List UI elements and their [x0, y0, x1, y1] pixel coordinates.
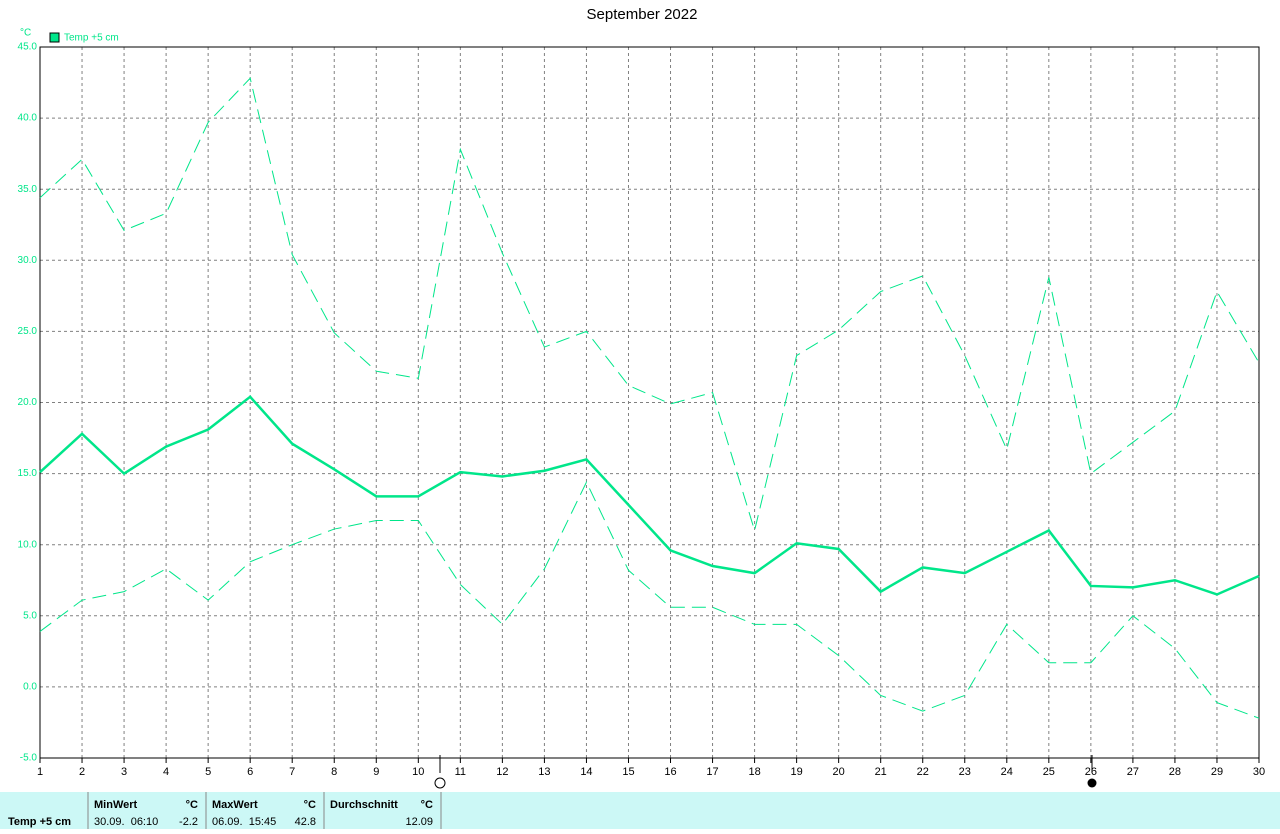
column-time: 30.09. 06:10 — [94, 816, 158, 828]
x-tick-label: 5 — [205, 766, 211, 778]
x-tick-label: 17 — [706, 766, 718, 778]
plot-frame — [39, 46, 1260, 759]
column-header: MinWert — [94, 799, 138, 811]
range-line — [39, 77, 1260, 533]
y-tick-label: 30.0 — [18, 255, 38, 266]
x-tick-label: 3 — [121, 766, 127, 778]
column-unit: °C — [186, 799, 198, 811]
x-tick-label: 1 — [37, 766, 43, 778]
x-tick-label: 27 — [1127, 766, 1139, 778]
x-tick-label: 2 — [79, 766, 85, 778]
x-tick-label: 13 — [538, 766, 550, 778]
x-tick-label: 12 — [496, 766, 508, 778]
x-tick-label: 26 — [1085, 766, 1097, 778]
y-tick-label: 45.0 — [18, 42, 38, 53]
x-tick-label: 14 — [580, 766, 592, 778]
column-time: 06.09. 15:45 — [212, 816, 276, 828]
x-tick-label: 24 — [1001, 766, 1013, 778]
x-tick-label: 25 — [1043, 766, 1055, 778]
x-tick-label: 11 — [455, 766, 466, 778]
legend-label: Temp +5 cm — [64, 33, 119, 44]
column-unit: °C — [421, 799, 433, 811]
y-tick-label: 15.0 — [18, 468, 38, 479]
x-tick-label: 30 — [1253, 766, 1265, 778]
column-value: 42.8 — [295, 816, 316, 828]
moon-icon — [1087, 778, 1097, 788]
x-tick-label: 21 — [875, 766, 887, 778]
y-tick-label: 0.0 — [23, 682, 37, 693]
column-header: MaxWert — [212, 799, 258, 811]
x-tick-label: 29 — [1211, 766, 1223, 778]
y-tick-label: -5.0 — [20, 753, 38, 764]
x-tick-label: 23 — [959, 766, 971, 778]
x-tick-label: 20 — [833, 766, 845, 778]
summary-band — [0, 792, 1280, 829]
unit-label: °C — [20, 28, 31, 39]
y-tick-label: 10.0 — [18, 539, 38, 550]
legend-swatch — [49, 32, 60, 43]
x-tick-label: 7 — [289, 766, 295, 778]
x-tick-label: 15 — [622, 766, 634, 778]
summary-label: Temp +5 cm — [8, 816, 71, 828]
column-unit: °C — [304, 799, 316, 811]
x-tick-label: 6 — [247, 766, 253, 778]
column-value: -2.2 — [179, 816, 198, 828]
y-tick-label: 5.0 — [23, 610, 37, 621]
y-tick-label: 40.0 — [18, 113, 38, 124]
x-tick-label: 19 — [790, 766, 802, 778]
chart-title: September 2022 — [587, 6, 698, 23]
y-tick-label: 25.0 — [18, 326, 38, 337]
moon-icon — [434, 777, 446, 789]
range-line — [39, 480, 1260, 719]
x-tick-label: 28 — [1169, 766, 1181, 778]
y-tick-label: 20.0 — [18, 397, 38, 408]
x-tick-label: 16 — [664, 766, 676, 778]
column-value: 12.09 — [405, 816, 433, 828]
column-header: Durchschnitt — [330, 799, 398, 811]
x-tick-label: 10 — [412, 766, 424, 778]
x-tick-label: 22 — [917, 766, 929, 778]
x-tick-label: 9 — [373, 766, 379, 778]
x-tick-label: 8 — [331, 766, 337, 778]
x-tick-label: 18 — [748, 766, 760, 778]
y-tick-label: 35.0 — [18, 184, 38, 195]
x-tick-label: 4 — [163, 766, 169, 778]
mean-line — [39, 395, 1260, 596]
